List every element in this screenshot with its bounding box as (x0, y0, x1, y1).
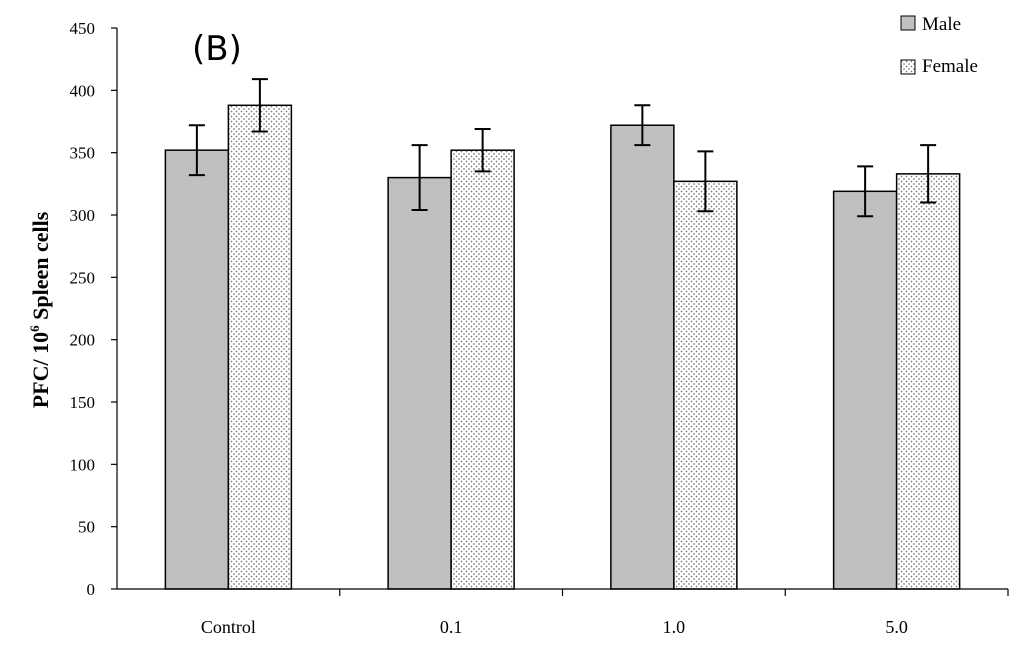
legend-label-female: Female (922, 56, 978, 77)
bar-female-3 (895, 173, 961, 590)
legend-swatch-female (900, 59, 916, 75)
y-tick-label-7: 350 (70, 144, 96, 163)
y-axis-title-main: PFC/ 10 (28, 332, 53, 408)
y-axis-title-sup: 6 (27, 325, 42, 332)
y-tick-label-5: 250 (70, 268, 96, 287)
y-tick-label-2: 100 (70, 455, 96, 474)
y-axis-title: PFC/ 106 Spleen cells (27, 211, 53, 408)
y-axis-title-rest: Spleen cells (28, 211, 53, 325)
x-tick-label-1: 0.1 (440, 617, 463, 637)
axes-layer: Control 0.1 1.0 5.0 0 50 100 150 200 250 300 350 400… (70, 19, 1009, 637)
y-tick-label-9: 450 (70, 19, 96, 38)
bar-male-3 (832, 190, 898, 590)
y-tick-label-0: 0 (87, 580, 96, 599)
panel-label: (B) (192, 29, 242, 69)
x-tick-label-2: 1.0 (663, 617, 686, 637)
bar-female-2 (673, 180, 738, 590)
bar-female-1 (450, 149, 515, 590)
legend: Male Female (900, 14, 978, 77)
legend-swatch-male (900, 15, 916, 31)
y-tick-label-3: 150 (70, 393, 96, 412)
bars-layer (164, 104, 961, 590)
bar-female-0 (227, 104, 293, 590)
y-tick-label-8: 400 (70, 81, 96, 100)
legend-label-male: Male (922, 14, 961, 35)
y-tick-label-1: 50 (78, 518, 95, 537)
bar-male-0 (164, 149, 230, 590)
error-bars-layer (188, 78, 937, 218)
x-tick-label-3: 5.0 (885, 617, 908, 637)
bar-male-2 (610, 124, 675, 590)
bar-male-1 (387, 176, 452, 590)
y-tick-label-6: 300 (70, 206, 96, 225)
x-tick-label-0: Control (201, 617, 256, 637)
y-tick-label-4: 200 (70, 331, 96, 350)
